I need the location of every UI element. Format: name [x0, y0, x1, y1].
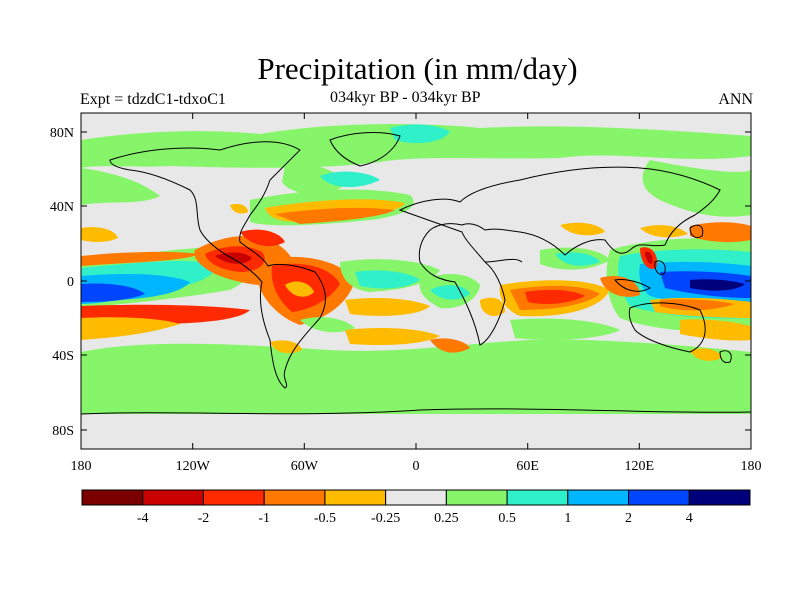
colorbar-label: 0.25	[434, 511, 459, 526]
lon-tick-label: 60W	[291, 459, 319, 474]
colorbar-label: 4	[686, 511, 693, 526]
colorbar-swatch	[506, 489, 569, 506]
lat-tick-label: 80S	[52, 424, 74, 439]
map-title: Precipitation (in mm/day)	[257, 51, 578, 86]
lon-tick-label: 180	[741, 459, 762, 474]
period-label: 034kyr BP - 034kyr BP	[330, 89, 481, 106]
experiment-label: Expt = tdzdC1-tdxoC1	[80, 91, 226, 108]
colorbar-swatch	[142, 489, 204, 506]
lon-tick-label: 180	[71, 459, 92, 474]
colorbar-label: 1	[564, 511, 571, 526]
colorbar-swatch	[263, 489, 326, 506]
colorbar-label: 0.5	[498, 511, 516, 526]
lon-tick-label: 120E	[625, 459, 655, 474]
colorbar-swatch	[324, 489, 387, 506]
latitude-axis: 80N 40N 0 40S 80S	[50, 126, 751, 439]
lat-tick-label: 40S	[52, 349, 74, 364]
season-label: ANN	[718, 91, 753, 108]
colorbar-swatch	[445, 489, 508, 506]
lat-tick-label: 40N	[50, 200, 74, 215]
colorbar-label: -1	[258, 511, 270, 526]
lon-tick-label: 120W	[176, 459, 211, 474]
longitude-axis: 180 120W 60W 0 60E 120E 180	[71, 113, 762, 474]
lon-tick-label: 0	[413, 459, 420, 474]
colorbar-label: -4	[137, 511, 149, 526]
colorbar-label: -2	[198, 511, 210, 526]
colorbar-swatch	[628, 489, 690, 506]
lat-tick-label: 0	[67, 275, 74, 290]
colorbar-swatch	[202, 489, 265, 506]
colorbar-swatch	[385, 489, 447, 506]
coastlines	[81, 132, 751, 415]
colorbar-label: -0.5	[314, 511, 336, 526]
lon-tick-label: 60E	[516, 459, 539, 474]
lat-tick-label: 80N	[50, 126, 74, 141]
colorbar: -4 -2 -1 -0.5 -0.25 0.25 0.5 1 2 4	[81, 489, 751, 526]
colorbar-swatch	[81, 489, 144, 506]
colorbar-label: -0.25	[371, 511, 400, 526]
colorbar-swatch	[567, 489, 630, 506]
colorbar-swatch	[688, 489, 751, 506]
colorbar-label: 2	[625, 511, 632, 526]
